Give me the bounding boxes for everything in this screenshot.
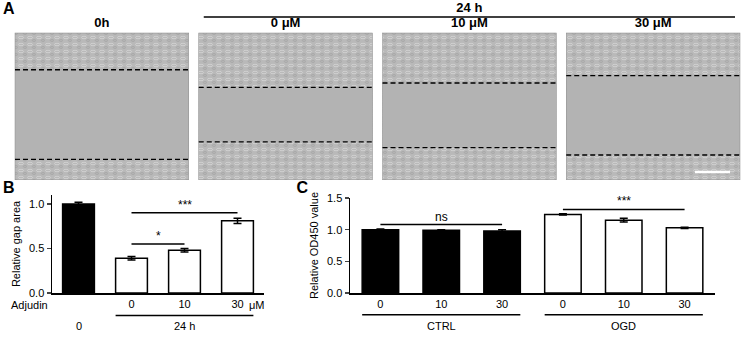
- svg-text:1.5: 1.5: [327, 192, 342, 204]
- svg-text:0.5: 0.5: [29, 242, 44, 254]
- svg-text:***: ***: [617, 194, 631, 208]
- svg-text:A: A: [3, 0, 15, 17]
- svg-text:10: 10: [178, 298, 190, 310]
- svg-text:CTRL: CTRL: [427, 320, 456, 332]
- svg-text:C: C: [297, 180, 309, 196]
- svg-text:***: ***: [178, 198, 192, 212]
- svg-text:30: 30: [231, 298, 243, 310]
- svg-text:0.0: 0.0: [327, 287, 342, 299]
- svg-text:30 μM: 30 μM: [634, 15, 672, 30]
- svg-text:24 h: 24 h: [456, 0, 482, 15]
- svg-text:0 μM: 0 μM: [270, 15, 301, 30]
- svg-text:0: 0: [560, 298, 566, 310]
- svg-text:0h: 0h: [94, 15, 109, 30]
- svg-text:30: 30: [496, 298, 508, 310]
- svg-text:OGD: OGD: [611, 320, 636, 332]
- svg-text:0: 0: [128, 298, 134, 310]
- svg-text:μM: μM: [249, 299, 265, 311]
- svg-text:0: 0: [377, 298, 383, 310]
- svg-text:1.0: 1.0: [29, 198, 44, 210]
- svg-text:10: 10: [435, 298, 447, 310]
- svg-text:0.5: 0.5: [327, 255, 342, 267]
- svg-text:0: 0: [76, 320, 82, 332]
- svg-text:*: *: [156, 229, 161, 243]
- svg-text:Adjudin: Adjudin: [11, 299, 48, 311]
- svg-text:30: 30: [678, 298, 690, 310]
- svg-text:Relative gap area: Relative gap area: [10, 200, 22, 287]
- svg-text:10: 10: [618, 298, 630, 310]
- svg-text:B: B: [3, 180, 15, 196]
- svg-text:1.0: 1.0: [327, 224, 342, 236]
- svg-text:24 h: 24 h: [174, 320, 195, 332]
- svg-text:0.0: 0.0: [29, 287, 44, 299]
- svg-text:10 μM: 10 μM: [450, 15, 488, 30]
- svg-text:ns: ns: [435, 210, 448, 224]
- svg-text:Relative OD450 value: Relative OD450 value: [308, 192, 320, 299]
